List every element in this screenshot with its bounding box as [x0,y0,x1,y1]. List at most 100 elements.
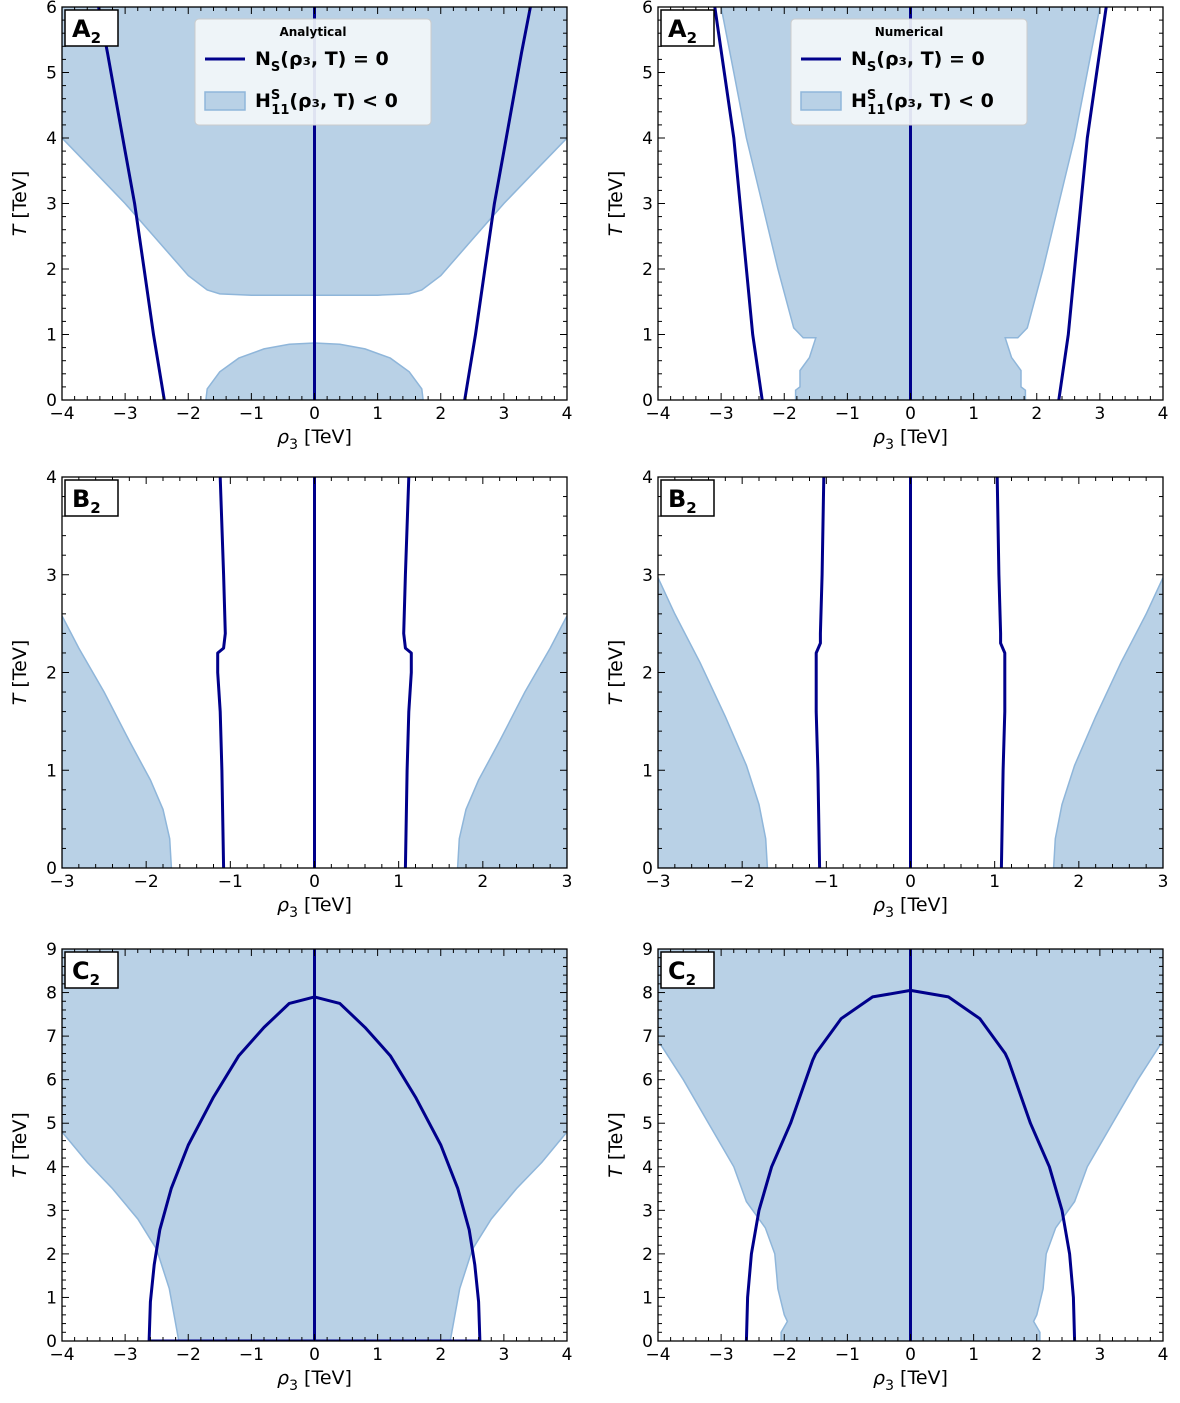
x-axis-label-unit: [TeV] [298,1367,352,1389]
y-tick-label: 7 [642,1027,653,1047]
y-tick-label: 1 [642,761,653,781]
ns-zero-curve [463,7,532,400]
legend-box [194,18,432,126]
panel-label-letter: A [668,15,687,43]
legend-title: Analytical [279,25,346,39]
legend-entry-symbol: H [851,90,867,112]
x-tick-label: 4 [1158,1345,1169,1365]
legend-entry-symbol: N [255,48,271,70]
x-tick-label: −1 [835,404,860,424]
x-tick-label: 2 [477,872,488,892]
panel-label-letter: B [668,485,686,513]
legend-fill-swatch [800,91,842,111]
y-axis-label-symbol: T [605,223,627,236]
panel-label-box [660,951,715,989]
panel-label: A2 [72,15,101,47]
panel-label-box [64,479,119,517]
legend-entry: NS(ρ₃, T) = 0 [851,48,985,75]
x-tick-label: −1 [239,404,264,424]
x-tick-label: −1 [835,1345,860,1365]
x-axis-label-symbol: ρ [873,894,885,916]
y-axis-label: T [TeV] [9,171,31,237]
x-tick-label: 4 [1158,404,1169,424]
x-tick-label: 3 [1094,1345,1105,1365]
x-tick-label: −3 [709,1345,734,1365]
legend-entry-superscript: S [867,88,876,103]
y-tick-label: 4 [46,1158,57,1178]
y-tick-label: 5 [46,64,57,84]
panel-label-subscript: 2 [90,499,100,517]
y-axis-label-unit: [TeV] [9,171,31,225]
y-tick-label: 0 [46,391,57,411]
x-axis-label-subscript: 3 [289,1378,298,1394]
x-axis-label-symbol: ρ [277,894,289,916]
x-tick-label: 0 [905,1345,916,1365]
x-tick-label: −4 [49,404,74,424]
panel-label-subscript: 2 [686,499,696,517]
panel-label-subscript: 2 [91,29,101,47]
x-tick-label: −3 [113,404,138,424]
y-tick-label: 0 [642,859,653,879]
x-axis-label: ρ3 [TeV] [277,894,352,921]
x-axis-label-subscript: 3 [289,905,298,921]
y-tick-label: 6 [642,0,653,18]
x-tick-label: 0 [905,404,916,424]
hessian-negative-region [658,577,769,868]
y-tick-label: 5 [46,1114,57,1134]
y-axis-label-symbol: T [9,692,31,705]
x-tick-label: 0 [905,872,916,892]
legend-fill-swatch [204,91,246,111]
x-axis-label: ρ3 [TeV] [873,894,948,921]
y-tick-label: 0 [642,1332,653,1352]
x-axis-label-subscript: 3 [885,437,894,453]
curve-group [814,477,1007,868]
x-tick-label: −3 [113,1345,138,1365]
y-tick-label: 2 [46,1245,57,1265]
y-tick-label: 6 [642,1071,653,1091]
legend-entry: HS 11(ρ₃, T) < 0 [851,88,994,118]
y-tick-label: 3 [46,566,57,586]
x-tick-label: 3 [498,1345,509,1365]
x-tick-label: −3 [49,872,74,892]
y-tick-label: 5 [642,64,653,84]
y-tick-label: 1 [46,1288,57,1308]
legend-entry: NS(ρ₃, T) = 0 [255,48,389,75]
y-axis-label: T [TeV] [605,171,627,237]
y-tick-label: 9 [642,940,653,960]
y-axis-label: T [TeV] [605,1112,627,1178]
y-tick-label: 3 [642,566,653,586]
y-axis-label-unit: [TeV] [9,640,31,694]
x-tick-label: 2 [1031,404,1042,424]
y-axis-label: T [TeV] [605,640,627,706]
x-tick-label: 0 [309,872,320,892]
x-tick-label: 3 [498,404,509,424]
ns-zero-curve [97,7,166,400]
x-tick-label: −2 [176,1345,201,1365]
ns-zero-curve [216,477,227,868]
legend-entry-superscript: S [271,88,280,103]
y-tick-label: 8 [642,984,653,1004]
y-tick-label: 2 [642,260,653,280]
legend-entry-symbol: N [851,48,867,70]
x-axis-label-unit: [TeV] [894,426,948,448]
y-tick-label: 4 [642,1158,653,1178]
x-tick-label: −2 [772,1345,797,1365]
panel-label-subscript: 2 [90,971,100,989]
y-tick-label: 7 [46,1027,57,1047]
y-tick-label: 1 [642,326,653,346]
x-tick-label: −1 [218,872,243,892]
x-axis-label-subscript: 3 [885,905,894,921]
curve-group [147,949,482,1341]
y-tick-label: 4 [642,468,653,488]
region-group [62,615,567,868]
x-tick-label: −2 [176,404,201,424]
x-tick-label: 1 [968,1345,979,1365]
y-axis-label-symbol: T [9,223,31,236]
x-tick-label: 3 [1094,404,1105,424]
x-axis-label-subscript: 3 [289,437,298,453]
x-axis-label-unit: [TeV] [894,1367,948,1389]
x-tick-label: 1 [968,404,979,424]
